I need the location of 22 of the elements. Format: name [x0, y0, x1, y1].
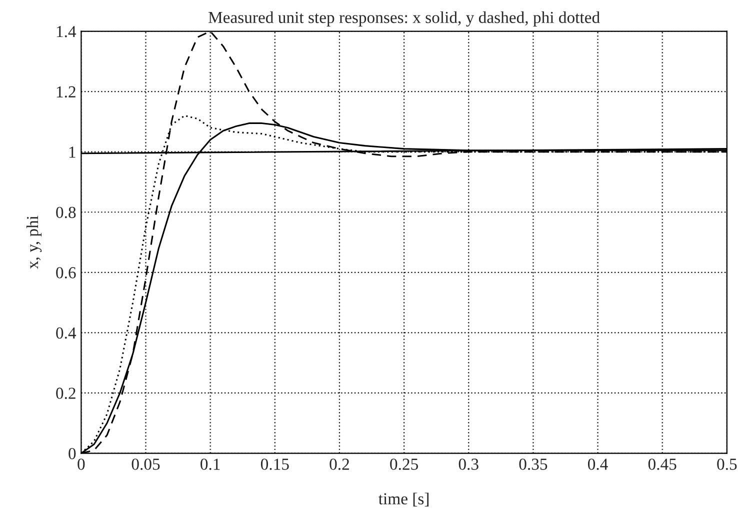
x-tick-label: 0.1	[200, 458, 220, 470]
y-tick-label: 1.2	[56, 86, 76, 98]
x-tick-label: 0	[78, 458, 85, 470]
y-tick-label: 0.8	[56, 206, 76, 218]
x-tick-label: 0.25	[390, 458, 418, 470]
x-tick-label: 0.45	[648, 458, 676, 470]
y-tick-label: 0.2	[56, 388, 76, 399]
y-axis-title: x, y, phi	[26, 216, 42, 269]
x-axis-title: time [s]	[378, 492, 429, 506]
y-tick-label: 1	[69, 146, 76, 158]
y-tick-label: 0.4	[56, 327, 76, 339]
y-tick-label: 0	[68, 448, 76, 460]
y-tick-label: 1.4	[56, 26, 76, 38]
x-tick-label: 0.35	[519, 458, 548, 470]
chart-title: Measured unit step responses: x solid, y dashed, phi dotted	[208, 11, 600, 27]
x-tick-label: 0.2	[330, 458, 349, 470]
x-tick-label: 0.05	[132, 458, 160, 470]
x-tick-label: 0.15	[260, 458, 289, 470]
x-tick-label: 0.5	[717, 458, 737, 470]
x-tick-label: 0.4	[588, 458, 608, 470]
x-tick-label: 0.3	[458, 458, 478, 470]
y-tick-label: 0.6	[56, 267, 76, 278]
